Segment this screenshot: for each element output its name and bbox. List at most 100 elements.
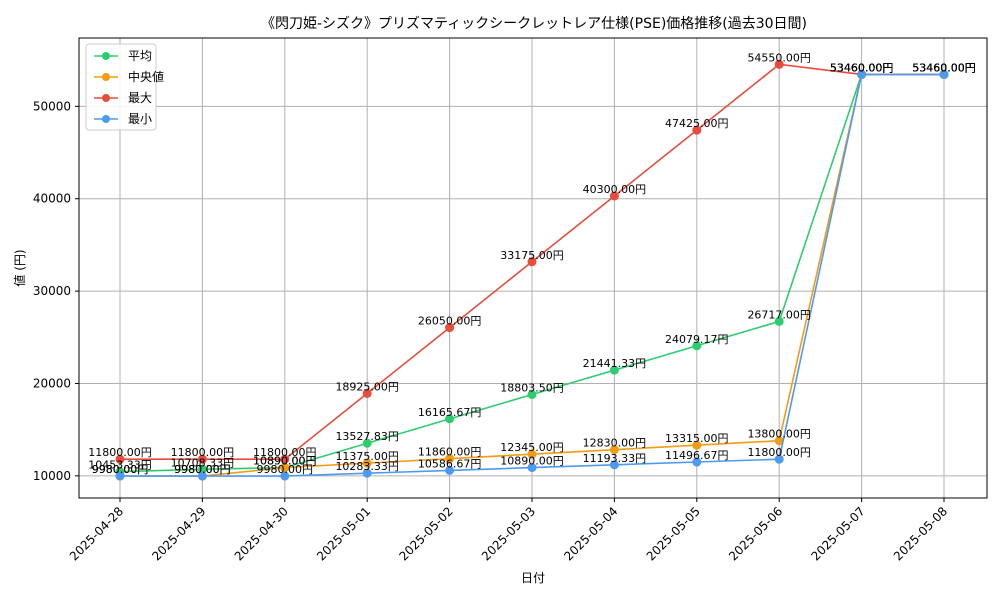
data-label: 11860.00円 [418, 446, 482, 459]
data-label: 53460.00円 [912, 61, 976, 74]
chart-title: 《閃刀姫-シズク》プリズマティックシークレットレア仕様(PSE)価格推移(過去3… [261, 16, 807, 32]
data-label: 9980.00円 [174, 463, 231, 476]
legend-entry: 最大 [128, 91, 152, 105]
data-label: 13315.00円 [665, 432, 729, 445]
plot-frame [78, 37, 988, 499]
data-label: 10708.33円 [171, 456, 235, 469]
data-point [280, 454, 290, 464]
data-label: 53460.00円 [912, 61, 976, 74]
legend-entry: 最小 [128, 112, 152, 126]
data-label: 10890.00円 [253, 455, 317, 468]
y-axis-label: 値 (円) [12, 249, 27, 286]
legend-marker [102, 52, 110, 60]
y-tick-label: 40000 [33, 192, 71, 206]
data-point [280, 463, 290, 473]
data-label: 18803.50円 [500, 382, 564, 395]
data-point [692, 457, 702, 467]
data-point [197, 454, 207, 464]
data-point [527, 390, 537, 400]
data-label: 11800.00円 [253, 446, 317, 459]
data-point [362, 468, 372, 478]
data-label: 40300.00円 [583, 183, 647, 196]
data-point [774, 454, 784, 464]
data-label: 9980.00円 [174, 463, 231, 476]
data-label: 12830.00円 [583, 437, 647, 450]
data-label: 53460.00円 [912, 61, 976, 74]
data-point [115, 454, 125, 464]
data-point [692, 125, 702, 135]
data-point [362, 388, 372, 398]
data-label: 54550.00円 [747, 51, 811, 64]
data-label: 26050.00円 [418, 315, 482, 328]
data-label: 24079.17円 [665, 333, 729, 346]
data-label: 10890.00円 [253, 455, 317, 468]
data-point [445, 323, 455, 333]
y-tick-label: 20000 [33, 376, 71, 390]
data-point [197, 464, 207, 474]
legend-entry: 中央値 [128, 69, 164, 84]
y-axis: 10000 20000 30000 40000 50000 [33, 99, 79, 483]
data-label: 33175.00円 [500, 249, 564, 262]
data-point [445, 414, 455, 424]
data-point [774, 316, 784, 326]
data-point [445, 454, 455, 464]
y-tick-label: 10000 [33, 469, 71, 483]
data-label: 21441.33円 [583, 357, 647, 370]
series-layer [115, 59, 949, 481]
data-point [362, 458, 372, 468]
legend-marker [102, 115, 110, 123]
legend-marker [102, 73, 110, 81]
data-label: 53460.00円 [830, 61, 894, 74]
data-labels: 10453.33円 10708.33円 10890.00円 13527.83円 1616… [88, 51, 976, 476]
data-point [774, 436, 784, 446]
data-label: 53460.00円 [912, 61, 976, 74]
data-label: 11193.33円 [583, 452, 647, 465]
data-label: 10453.33円 [88, 459, 152, 472]
x-axis-label: 日付 [521, 571, 545, 585]
data-label: 47425.00円 [665, 117, 729, 130]
data-label: 10283.33円 [335, 460, 399, 473]
data-label: 9980.00円 [92, 463, 149, 476]
data-point [115, 471, 125, 481]
data-label: 18925.00円 [335, 380, 399, 393]
data-point [939, 69, 949, 79]
data-label: 11800.00円 [747, 446, 811, 459]
data-label: 13527.83円 [335, 430, 399, 443]
data-label: 53460.00円 [830, 61, 894, 74]
data-label: 10890.00円 [500, 455, 564, 468]
data-point [609, 191, 619, 201]
data-label: 26717.00円 [747, 308, 811, 321]
data-label: 10586.67円 [418, 457, 482, 470]
data-point [692, 341, 702, 351]
data-point [527, 463, 537, 473]
data-point [527, 257, 537, 267]
grid [79, 38, 987, 498]
data-point [362, 438, 372, 448]
data-label: 9980.00円 [92, 463, 149, 476]
y-tick-label: 30000 [33, 284, 71, 298]
data-point [692, 440, 702, 450]
data-point [609, 460, 619, 470]
data-label: 13800.00円 [747, 428, 811, 441]
legend-box [85, 43, 157, 131]
legend-entry: 平均 [128, 49, 152, 63]
legend-marker [102, 94, 110, 102]
data-point [774, 59, 784, 69]
data-point [445, 465, 455, 475]
data-label: 11496.67円 [665, 449, 729, 462]
data-point [527, 449, 537, 459]
data-point [857, 69, 867, 79]
data-label: 11375.00円 [335, 450, 399, 463]
data-label: 53460.00円 [830, 61, 894, 74]
data-point [197, 471, 207, 481]
data-point [609, 365, 619, 375]
data-label: 9980.00円 [257, 463, 314, 476]
data-label: 12345.00円 [500, 441, 564, 454]
y-tick-label: 50000 [33, 99, 71, 113]
data-label: 11800.00円 [88, 446, 152, 459]
data-point [609, 445, 619, 455]
data-point [280, 471, 290, 481]
